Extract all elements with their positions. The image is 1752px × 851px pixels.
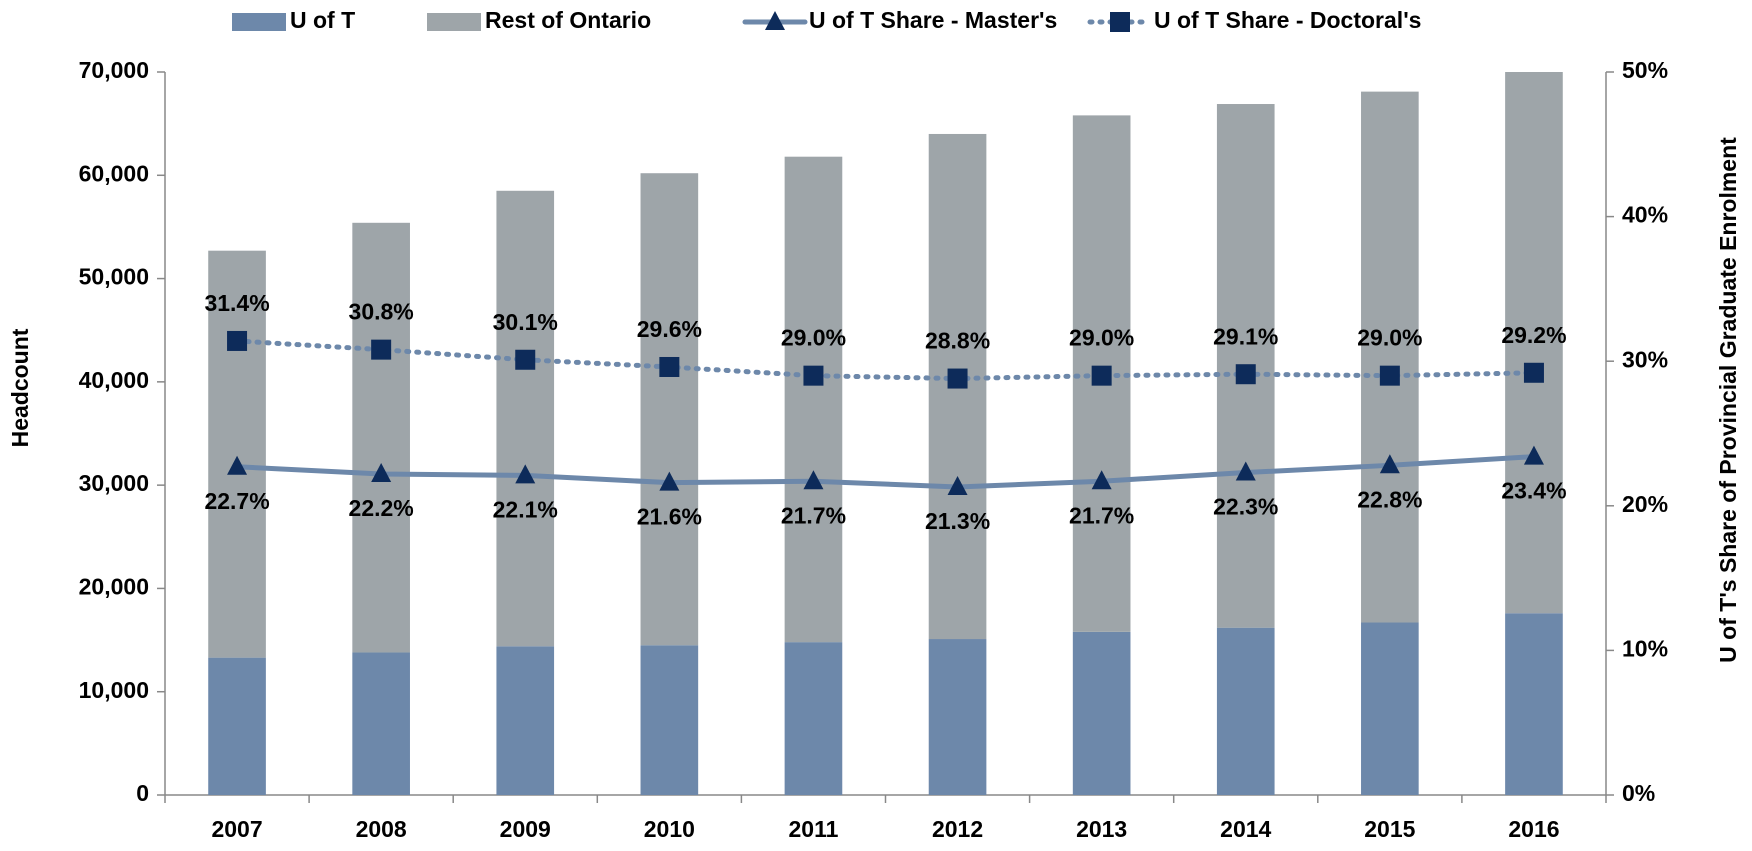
- bar: [496, 646, 555, 795]
- y2-tick-label: 10%: [1622, 635, 1668, 661]
- y-tick-label: 10,000: [79, 677, 149, 703]
- marker: [1091, 470, 1112, 490]
- data-label: 21.6%: [637, 504, 702, 530]
- bar: [352, 222, 410, 653]
- y-tick-label: 0: [136, 780, 149, 806]
- marker: [227, 455, 248, 475]
- marker: [1379, 454, 1400, 474]
- bar: [1505, 613, 1563, 795]
- y-tick-label: 20,000: [79, 574, 149, 600]
- line: [234, 454, 1537, 490]
- bar: [1361, 622, 1419, 795]
- y2-tick-label: 40%: [1622, 202, 1668, 228]
- data-label: 29.6%: [637, 316, 702, 342]
- legend-swatch: [427, 13, 481, 31]
- bar: [208, 657, 266, 795]
- data-label: 21.3%: [925, 508, 990, 534]
- data-label: 29.0%: [781, 325, 846, 351]
- bar: [1216, 627, 1275, 795]
- y-tick-label: 50,000: [79, 264, 149, 290]
- bar: [208, 250, 266, 658]
- marker: [515, 464, 536, 484]
- marker: [371, 339, 392, 360]
- data-label: 21.7%: [781, 502, 846, 528]
- legend-swatch: [232, 13, 286, 31]
- y-tick-label: 40,000: [79, 367, 149, 393]
- marker: [1523, 362, 1544, 383]
- y2-tick-label: 0%: [1622, 780, 1655, 806]
- x-tick-label: 2015: [1364, 816, 1415, 842]
- x-tick-label: 2010: [644, 816, 695, 842]
- data-label: 22.3%: [1213, 494, 1278, 520]
- y-tick-label: 60,000: [79, 160, 149, 186]
- marker: [1523, 445, 1544, 465]
- bar: [1072, 631, 1131, 795]
- data-label: 23.4%: [1501, 478, 1566, 504]
- x-tick-label: 2009: [500, 816, 551, 842]
- data-label: 29.1%: [1213, 323, 1278, 349]
- y-tick-label: 30,000: [79, 470, 149, 496]
- marker: [659, 471, 680, 491]
- bar: [496, 190, 555, 647]
- bar: [640, 645, 699, 795]
- data-label: 29.0%: [1069, 325, 1134, 351]
- marker: [803, 470, 824, 490]
- marker: [659, 356, 680, 377]
- marker: [371, 462, 392, 482]
- marker: [515, 349, 536, 370]
- data-label: 22.1%: [493, 497, 558, 523]
- data-label: 29.0%: [1357, 325, 1422, 351]
- marker: [227, 330, 248, 351]
- bar: [1505, 72, 1563, 614]
- y2-tick-label: 20%: [1622, 491, 1668, 517]
- data-label: 22.2%: [349, 495, 414, 521]
- marker: [803, 365, 824, 386]
- marker: [947, 368, 968, 389]
- x-tick-label: 2012: [932, 816, 983, 842]
- y2-tick-label: 30%: [1622, 346, 1668, 372]
- y-axis-label: Headcount: [7, 328, 33, 447]
- x-tick-label: 2011: [788, 816, 838, 842]
- legend-label: Rest of Ontario: [485, 7, 651, 33]
- marker: [1235, 461, 1256, 481]
- y2-axis-label: U of T's Share of Provincial Graduate En…: [1715, 137, 1741, 663]
- legend-marker: [765, 11, 785, 30]
- bar: [1361, 91, 1419, 623]
- data-label: 22.7%: [204, 488, 269, 514]
- line: [234, 338, 1537, 382]
- bar: [784, 156, 843, 643]
- marker: [1235, 364, 1256, 385]
- data-label: 28.8%: [925, 328, 990, 354]
- x-tick-label: 2013: [1076, 816, 1127, 842]
- legend-label: U of T Share - Doctoral's: [1154, 7, 1421, 33]
- marker: [947, 476, 968, 496]
- data-label: 22.8%: [1357, 486, 1422, 512]
- bar: [784, 642, 843, 795]
- data-label: 30.1%: [493, 309, 558, 335]
- x-tick-label: 2007: [211, 816, 262, 842]
- data-label: 30.8%: [349, 299, 414, 325]
- marker: [1379, 365, 1400, 386]
- data-label: 31.4%: [204, 290, 269, 316]
- data-label: 21.7%: [1069, 502, 1134, 528]
- data-label: 29.2%: [1501, 322, 1566, 348]
- bar: [640, 173, 699, 646]
- legend-label: U of T: [290, 7, 355, 33]
- marker: [1091, 365, 1112, 386]
- y-tick-label: 70,000: [79, 57, 149, 83]
- x-tick-label: 2008: [356, 816, 407, 842]
- bar: [352, 652, 410, 795]
- legend-marker: [1110, 12, 1130, 32]
- x-tick-label: 2014: [1220, 816, 1271, 842]
- x-tick-label: 2016: [1508, 816, 1559, 842]
- y2-tick-label: 50%: [1622, 57, 1668, 83]
- bar: [928, 639, 987, 795]
- legend-label: U of T Share - Master's: [809, 7, 1057, 33]
